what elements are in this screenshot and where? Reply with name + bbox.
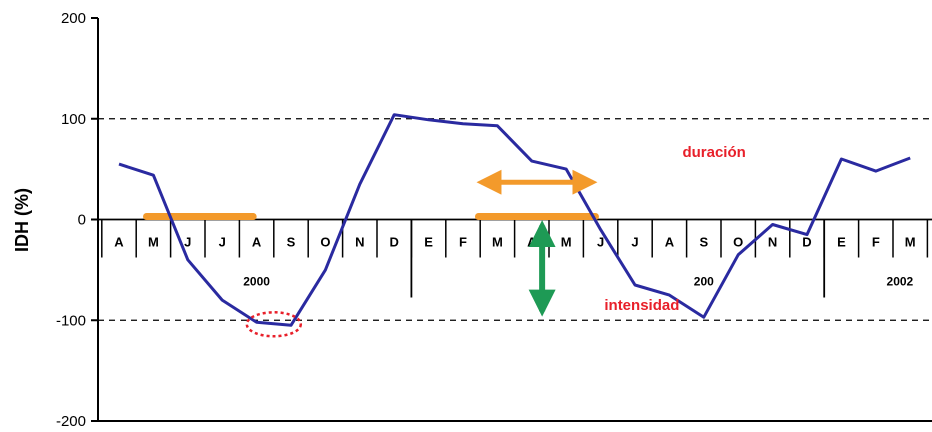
month-label: J bbox=[184, 235, 191, 250]
grid bbox=[98, 118, 932, 321]
month-label: E bbox=[424, 235, 433, 250]
year-label: 200 bbox=[694, 275, 714, 289]
month-label: F bbox=[872, 235, 880, 250]
month-label: S bbox=[699, 235, 708, 250]
month-label: A bbox=[252, 235, 262, 250]
month-label: O bbox=[733, 235, 743, 250]
intensity-label: intensidad bbox=[604, 297, 679, 314]
duration-label: duración bbox=[682, 144, 745, 161]
month-label: J bbox=[219, 235, 226, 250]
month-label: J bbox=[631, 235, 638, 250]
month-label: E bbox=[837, 235, 846, 250]
month-label: S bbox=[287, 235, 296, 250]
y-tick-label: 100 bbox=[61, 111, 86, 128]
minimum-highlight bbox=[245, 311, 303, 338]
year-label: 2002 bbox=[887, 275, 914, 289]
month-label: M bbox=[561, 235, 572, 250]
year-label: 2000 bbox=[243, 275, 270, 289]
series-line bbox=[118, 113, 911, 327]
month-label: M bbox=[905, 235, 916, 250]
month-label: N bbox=[355, 235, 364, 250]
y-axis-label: IDH (%) bbox=[12, 188, 32, 252]
month-label: J bbox=[597, 235, 604, 250]
month-label: A bbox=[114, 235, 124, 250]
month-label: A bbox=[527, 235, 537, 250]
y-tick-label: 0 bbox=[78, 212, 86, 229]
month-label: N bbox=[768, 235, 777, 250]
y-tick-label: -100 bbox=[56, 312, 86, 329]
month-label: D bbox=[802, 235, 811, 250]
month-label: A bbox=[665, 235, 675, 250]
y-tick-label: 200 bbox=[61, 10, 86, 27]
month-label: M bbox=[492, 235, 503, 250]
month-label: M bbox=[148, 235, 159, 250]
month-label: D bbox=[390, 235, 399, 250]
idh-series-line bbox=[118, 113, 911, 327]
y-tick-label: -200 bbox=[56, 413, 86, 430]
annotations: duración intensidad bbox=[245, 144, 746, 338]
month-label: O bbox=[320, 235, 330, 250]
month-label: F bbox=[459, 235, 467, 250]
